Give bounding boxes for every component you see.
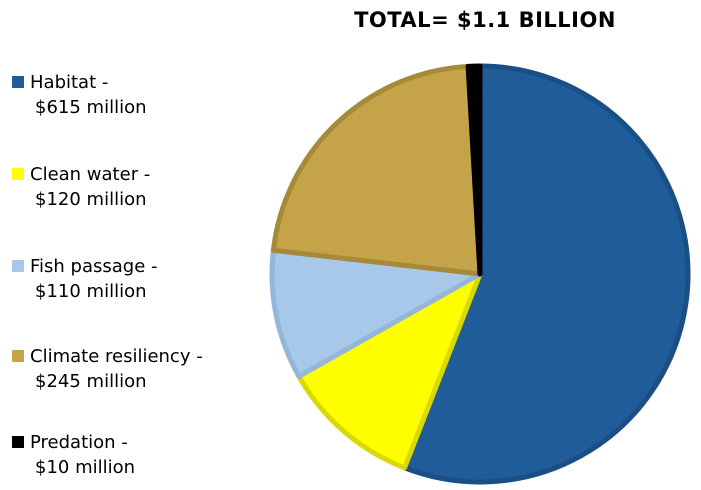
legend-value-fish-passage: $110 million (35, 281, 147, 302)
legend-swatch-climate-resiliency (12, 350, 24, 362)
legend-item-climate-resiliency: Climate resiliency - $245 million (12, 344, 262, 394)
pie-slice-climate-resiliency (270, 63, 483, 277)
pie-slice-predation (465, 63, 483, 277)
legend-swatch-fish-passage (12, 260, 24, 272)
legend-value-climate-resiliency: $245 million (35, 371, 147, 392)
legend-item-habitat: Habitat - $615 million (12, 70, 262, 120)
legend-swatch-habitat (12, 76, 24, 88)
legend-value-habitat: $615 million (35, 97, 147, 118)
legend-item-clean-water: Clean water - $120 million (12, 162, 262, 212)
legend-value-predation: $10 million (35, 457, 136, 478)
legend-value-clean-water: $120 million (35, 189, 147, 210)
pie-slice-habitat (402, 63, 691, 485)
legend-label-habitat: Habitat - (30, 72, 109, 93)
chart-title: TOTAL= $1.1 BILLION (354, 8, 616, 32)
legend-swatch-predation (12, 436, 24, 448)
legend-label-predation: Predation - (30, 432, 128, 453)
legend-label-clean-water: Clean water - (30, 164, 151, 185)
legend-swatch-clean-water (12, 168, 24, 180)
pie-slice-fish-passage (269, 247, 483, 379)
pie-slice-clean-water (296, 271, 483, 471)
legend-label-climate-resiliency: Climate resiliency - (30, 346, 203, 367)
legend-item-fish-passage: Fish passage - $110 million (12, 254, 262, 304)
legend-label-fish-passage: Fish passage - (30, 256, 158, 277)
legend-item-predation: Predation - $10 million (12, 430, 262, 480)
